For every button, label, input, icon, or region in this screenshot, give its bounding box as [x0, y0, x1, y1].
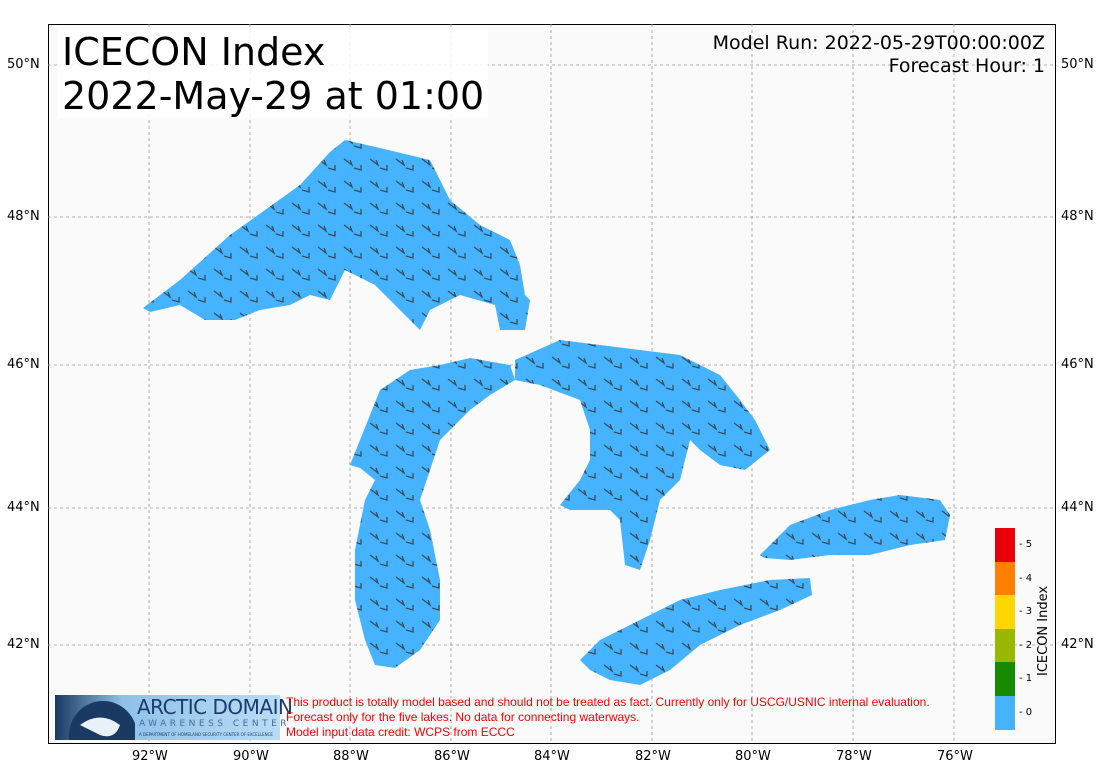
- lake-erie: [580, 578, 812, 685]
- lake-superior: [143, 140, 530, 330]
- colorbar-swatch: [995, 528, 1015, 562]
- lon-tick-label: 86°W: [434, 749, 470, 764]
- lat-tick-label: 48°N: [1061, 209, 1094, 224]
- logo-line3: A DEPARTMENT OF HOMELAND SECURITY CENTER…: [139, 732, 273, 737]
- lat-tick-label: 50°N: [1061, 57, 1094, 72]
- lon-tick-label: 88°W: [333, 749, 369, 764]
- lon-tick-label: 80°W: [735, 749, 771, 764]
- disclaimer-line: Model input data credit: WCPS from ECCC: [286, 725, 515, 739]
- disclaimer-line: Forecast only for the five lakes. No dat…: [286, 710, 640, 724]
- colorbar-tick: - 0: [1019, 707, 1033, 718]
- colorbar-swatch: [995, 561, 1015, 596]
- lat-tick-label: 42°N: [1061, 637, 1094, 652]
- colorbar-tick: - 1: [1019, 673, 1033, 685]
- lon-tick-label: 82°W: [635, 749, 671, 764]
- colorbar-tick: - 4: [1019, 572, 1033, 584]
- logo-line2: AWARENESS CENTER: [139, 719, 291, 729]
- lat-tick-label: 46°N: [7, 357, 40, 372]
- lake-michigan: [350, 358, 515, 668]
- title-index: ICECON Index: [62, 30, 326, 74]
- globe-icon: [69, 701, 135, 740]
- colorbar-swatch: [995, 595, 1015, 629]
- colorbar-tick: - 3: [1019, 606, 1033, 618]
- disclaimer-line: This product is totally model based and …: [286, 695, 930, 709]
- logo-line1: ARCTIC DOMAIN: [137, 695, 293, 719]
- map-title: ICECON Index 2022-May-29 at 01:00: [58, 30, 489, 118]
- lat-tick-label: 46°N: [1061, 357, 1094, 372]
- run-info: Model Run: 2022-05-29T00:00:00Z Forecast…: [713, 32, 1045, 78]
- forecast-hour: Forecast Hour: 1: [888, 55, 1045, 77]
- lon-tick-label: 92°W: [132, 749, 168, 764]
- model-run: Model Run: 2022-05-29T00:00:00Z: [712, 32, 1045, 54]
- colorbar-label: ICECON Index: [1036, 585, 1051, 676]
- colorbar-swatch: [995, 662, 1015, 696]
- colorbar-tick: - 2: [1019, 639, 1033, 651]
- map-canvas: [48, 24, 1056, 744]
- lake-huron: [515, 340, 770, 570]
- lake-ontario: [760, 495, 950, 560]
- colorbar-swatch: [995, 628, 1015, 663]
- lat-tick-label: 50°N: [7, 57, 40, 72]
- lat-tick-label: 48°N: [7, 209, 40, 224]
- lat-tick-label: 44°N: [7, 500, 40, 515]
- disclaimer: This product is totally model based and …: [286, 695, 930, 740]
- colorbar: [995, 528, 1015, 730]
- colorbar-tick: - 5: [1019, 539, 1033, 550]
- lon-tick-label: 84°W: [534, 749, 570, 764]
- lon-tick-label: 78°W: [836, 749, 872, 764]
- lat-tick-label: 42°N: [7, 637, 40, 652]
- lon-tick-label: 90°W: [233, 749, 269, 764]
- lat-tick-label: 44°N: [1061, 500, 1094, 515]
- title-datetime: 2022-May-29 at 01:00: [62, 74, 485, 118]
- colorbar-swatch: [995, 695, 1015, 730]
- map-frame: [48, 24, 1056, 744]
- lon-tick-label: 76°W: [937, 749, 973, 764]
- adac-logo: ARCTIC DOMAIN AWARENESS CENTER A DEPARTM…: [55, 695, 293, 740]
